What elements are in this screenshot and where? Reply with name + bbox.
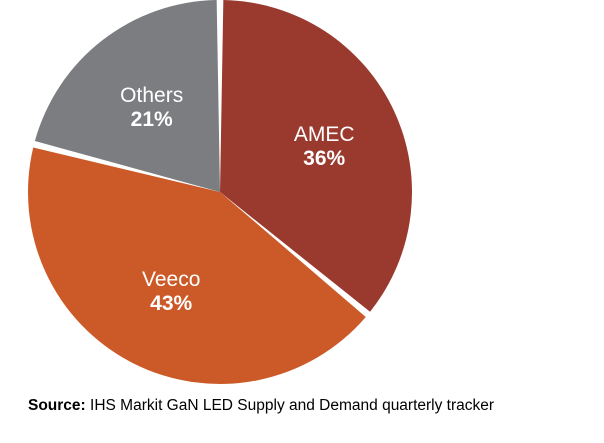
- pie-slice-amec[interactable]: [220, 0, 412, 312]
- pie-label-value-amec: 36%: [303, 147, 345, 170]
- pie-label-name-amec: AMEC: [294, 123, 355, 146]
- pie-slice-others[interactable]: [34, 0, 220, 193]
- source-label: Source:: [28, 397, 86, 414]
- pie-label-value-others: 21%: [131, 108, 173, 131]
- source-note: Source: IHS Markit GaN LED Supply and De…: [28, 396, 604, 416]
- pie-label-name-others: Others: [120, 84, 183, 107]
- pie-slice-group: [28, 0, 412, 384]
- pie-label-value-veeco: 43%: [150, 292, 192, 315]
- source-text: IHS Markit GaN LED Supply and Demand qua…: [90, 397, 495, 414]
- pie-slice-veeco[interactable]: [28, 147, 366, 384]
- pie-label-name-veeco: Veeco: [142, 268, 200, 291]
